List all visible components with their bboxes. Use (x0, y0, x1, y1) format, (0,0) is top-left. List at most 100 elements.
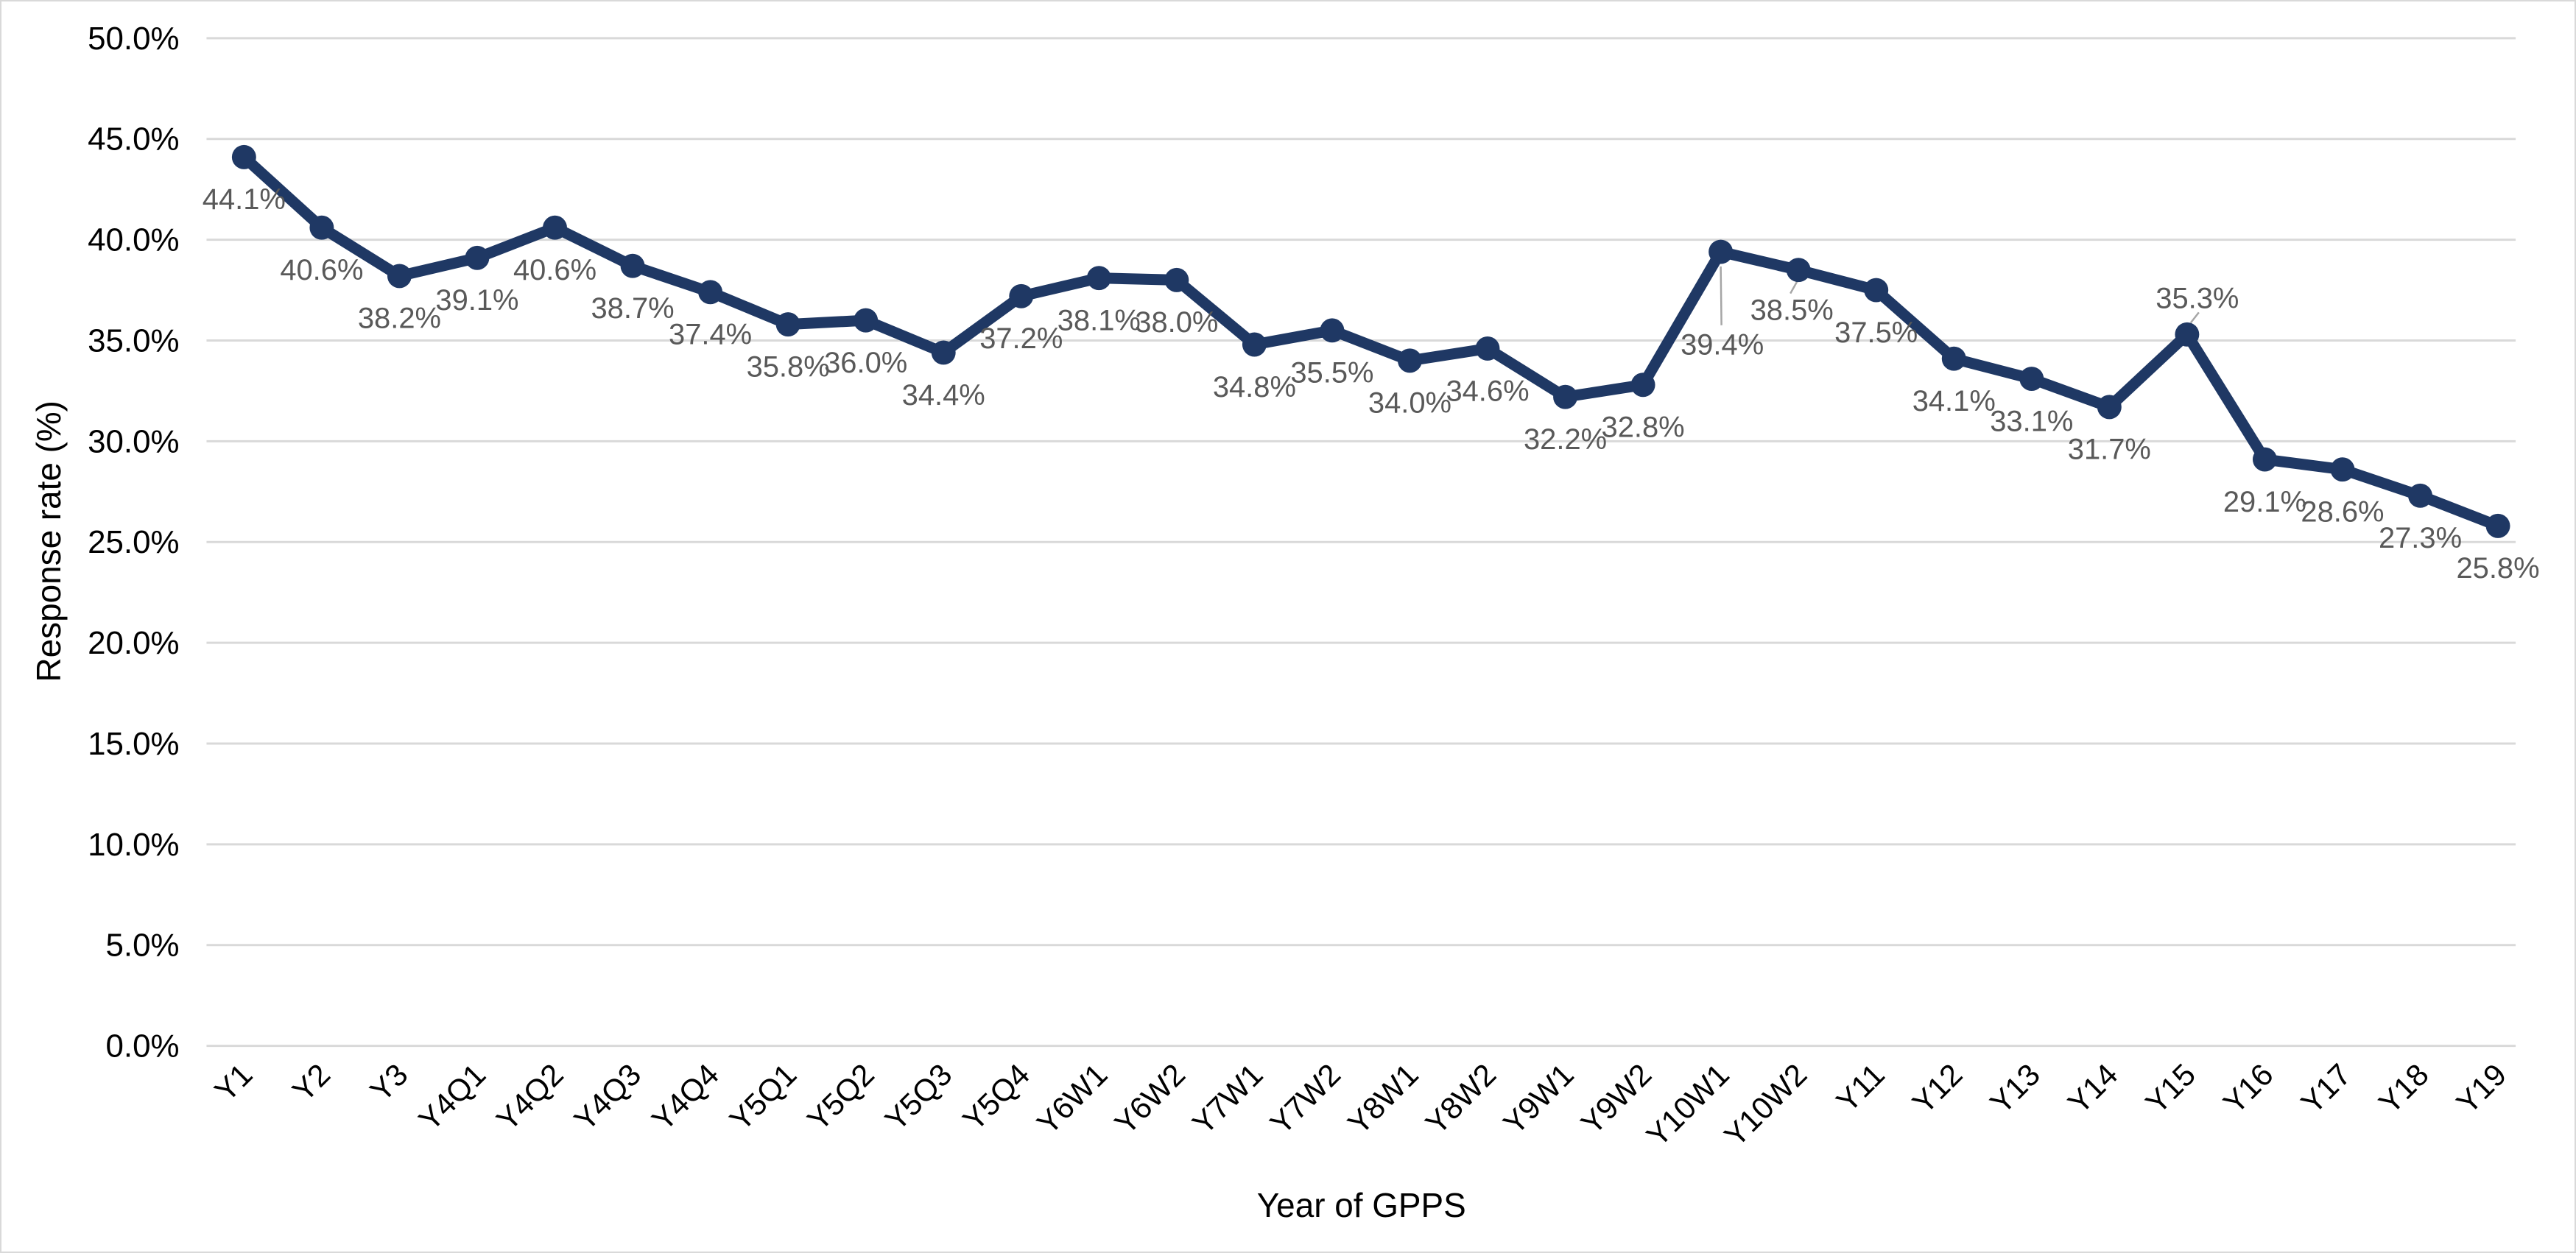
x-axis-tick-label: Y12 (1906, 1057, 1969, 1120)
x-axis-tick-label: Y5Q4 (956, 1057, 1036, 1137)
data-point-marker (2408, 483, 2432, 508)
data-label: 32.8% (1602, 412, 1685, 444)
data-label: 38.0% (1135, 306, 1218, 339)
x-axis-tick-label: Y17 (2294, 1057, 2357, 1120)
data-point-marker (1242, 332, 1267, 357)
x-axis-tick-label: Y11 (1829, 1057, 1891, 1119)
y-axis-tick-label: 20.0% (88, 625, 179, 661)
x-axis-tick-label: Y4Q2 (490, 1057, 570, 1137)
x-axis-tick-label: Y2 (286, 1057, 337, 1108)
data-label: 35.3% (2156, 282, 2239, 314)
x-axis-tick-label: Y13 (1983, 1057, 2047, 1120)
x-axis-tick-label: Y4Q4 (645, 1057, 725, 1137)
data-labels: 44.1%40.6%38.2%39.1%40.6%38.7%37.4%35.8%… (203, 183, 2540, 585)
data-label: 38.7% (591, 292, 674, 325)
data-point-marker (465, 245, 490, 270)
x-axis-tick-label: Y3 (363, 1057, 414, 1108)
data-label: 39.4% (1681, 329, 1764, 361)
data-point-marker (2330, 457, 2355, 482)
y-axis-title: Response rate (%) (29, 400, 68, 682)
data-point-marker (2252, 447, 2277, 472)
x-axis-tick-label: Y6W2 (1108, 1057, 1192, 1141)
data-point-marker (2019, 367, 2044, 391)
line-series (231, 144, 2510, 538)
data-point-marker (1320, 318, 1345, 343)
y-axis-tick-label: 25.0% (88, 524, 179, 560)
x-axis-tick-label: Y15 (2139, 1057, 2202, 1120)
data-point-marker (1164, 267, 1189, 292)
data-point-marker (1553, 384, 1578, 409)
data-label: 28.6% (2301, 496, 2384, 529)
data-point-marker (620, 253, 645, 278)
leader-line (1720, 267, 1722, 325)
x-axis-tick-label: Y8W2 (1418, 1057, 1502, 1141)
x-axis-tick-label: Y14 (2061, 1057, 2125, 1120)
axis-tick-labels: 0.0% 5.0% 10.0% 15.0% 20.0% 25.0% 30.0% 35.0% 40… (88, 21, 2513, 1153)
data-point-marker (1708, 239, 1734, 264)
data-point-marker (2175, 322, 2200, 347)
data-point-marker (387, 264, 412, 289)
data-label: 38.1% (1058, 304, 1141, 336)
data-label: 34.1% (1912, 385, 1996, 417)
data-point-marker (1397, 348, 1422, 373)
data-label: 29.1% (2223, 486, 2306, 518)
data-label: 34.8% (1213, 371, 1296, 403)
data-label: 33.1% (1990, 405, 2073, 437)
x-axis-tick-label: Y6W1 (1030, 1057, 1114, 1141)
data-label: 25.8% (2456, 552, 2539, 585)
x-axis-tick-label: Y16 (2217, 1057, 2280, 1120)
y-axis-tick-label: 40.0% (88, 222, 179, 258)
y-axis-tick-label: 50.0% (88, 21, 179, 57)
data-label: 39.1% (435, 284, 518, 317)
x-axis-tick-label: Y10W2 (1717, 1057, 1813, 1153)
data-point-marker (1941, 346, 1966, 371)
data-label: 32.2% (1524, 423, 1607, 456)
data-label: 27.3% (2379, 522, 2462, 554)
x-axis-title: Year of GPPS (1257, 1186, 1466, 1224)
data-point-marker (1630, 373, 1655, 398)
data-label: 31.7% (2068, 434, 2151, 466)
y-axis-tick-label: 30.0% (88, 423, 179, 459)
y-axis-tick-label: 45.0% (88, 121, 179, 158)
data-label: 37.5% (1834, 317, 1918, 349)
x-axis-tick-label: Y19 (2449, 1057, 2513, 1120)
x-axis-tick-label: Y4Q3 (567, 1057, 647, 1137)
x-axis-tick-label: Y5Q1 (722, 1057, 803, 1137)
x-axis-tick-label: Y8W1 (1341, 1057, 1425, 1141)
y-axis-tick-label: 10.0% (88, 827, 179, 863)
data-label: 36.0% (824, 347, 907, 379)
x-axis-tick-label: Y7W1 (1186, 1057, 1270, 1141)
data-label: 37.2% (979, 322, 1063, 355)
y-axis-tick-label: 0.0% (106, 1028, 180, 1065)
leader-line (1790, 281, 1798, 294)
x-axis-tick-label: Y5Q3 (879, 1057, 959, 1137)
data-label: 34.0% (1368, 387, 1451, 420)
data-label: 34.4% (902, 379, 985, 412)
data-label: 35.5% (1290, 357, 1373, 389)
y-axis-tick-label: 15.0% (88, 726, 179, 762)
x-axis-tick-label: Y1 (208, 1057, 258, 1108)
data-point-marker (1864, 278, 1889, 303)
leader-line (2189, 311, 2200, 324)
data-point-marker (775, 312, 800, 337)
data-point-marker (2485, 513, 2510, 538)
y-axis-tick-label: 35.0% (88, 322, 179, 359)
data-label: 34.6% (1446, 375, 1529, 407)
data-label: 40.6% (513, 254, 597, 286)
data-label: 44.1% (203, 183, 286, 216)
data-point-marker (543, 215, 567, 240)
data-label: 38.5% (1750, 294, 1834, 327)
data-point-marker (1475, 336, 1500, 361)
x-axis-tick-label: Y18 (2372, 1057, 2435, 1120)
data-label: 35.8% (747, 350, 830, 383)
data-point-marker (2097, 395, 2122, 420)
data-label: 38.2% (358, 303, 441, 335)
x-axis-tick-label: Y5Q2 (800, 1057, 881, 1137)
data-point-marker (231, 144, 256, 169)
data-point-marker (1009, 283, 1034, 308)
x-axis-tick-label: Y10W1 (1640, 1057, 1736, 1153)
data-point-marker (1086, 266, 1111, 291)
data-point-marker (309, 215, 334, 240)
